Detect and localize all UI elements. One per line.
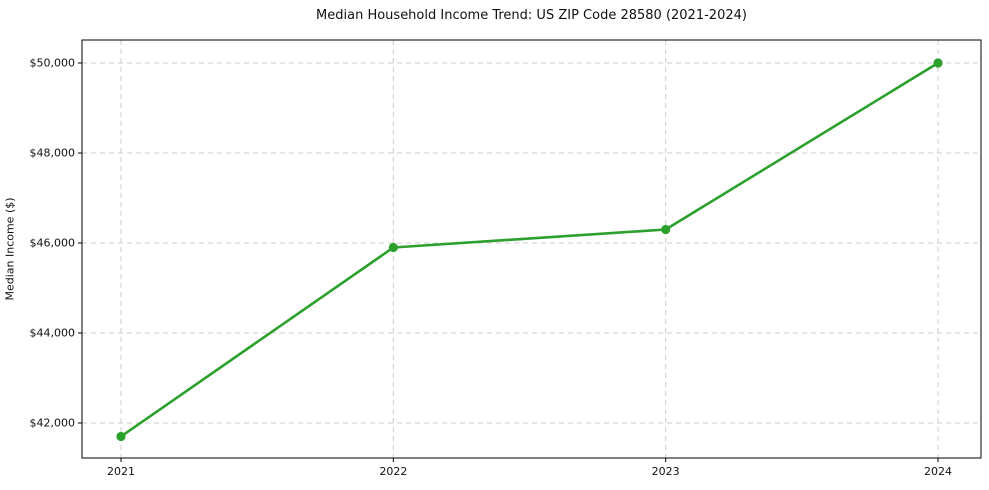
y-tick-label: $42,000 <box>30 417 76 430</box>
data-point-marker <box>116 431 126 442</box>
x-tick-label: 2021 <box>107 465 135 478</box>
chart-title: Median Household Income Trend: US ZIP Co… <box>316 8 747 23</box>
y-tick-label: $44,000 <box>30 327 76 340</box>
y-tick-label: $46,000 <box>30 237 76 250</box>
x-tick-label: 2024 <box>924 465 952 478</box>
data-point-marker <box>933 58 943 68</box>
data-point-marker <box>661 224 671 235</box>
y-tick-label: $48,000 <box>30 147 76 160</box>
data-point-marker <box>388 242 398 253</box>
trend-line <box>119 61 940 438</box>
plot-border <box>81 39 982 459</box>
y-tick-label: $50,000 <box>30 57 76 70</box>
x-tick-label: 2023 <box>652 465 680 478</box>
x-tick-label: 2022 <box>379 465 407 478</box>
y-axis-label: Median Income ($) <box>3 197 17 301</box>
